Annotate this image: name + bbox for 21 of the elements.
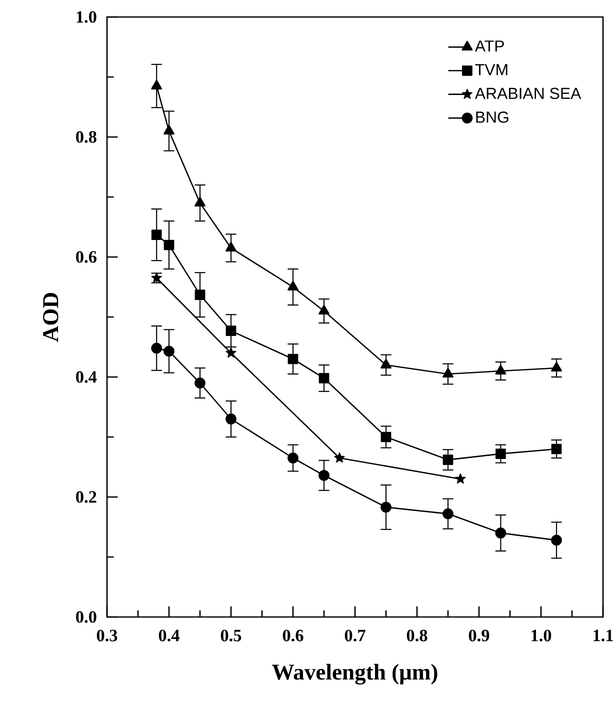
y-tick-label: 0.8	[76, 131, 96, 143]
y-tick-label: 0.2	[76, 491, 96, 503]
x-tick-label: 0.4	[158, 630, 180, 642]
x-tick-label: 0.7	[344, 630, 366, 642]
x-tick-label: 0.5	[220, 630, 242, 642]
x-tick-label: 0.3	[96, 630, 118, 642]
legend-label: ARABIAN SEA	[474, 88, 582, 100]
x-tick-label: 1.0	[532, 630, 552, 642]
y-tick-label: 0.6	[76, 251, 96, 263]
x-tick-label: 1.1	[594, 630, 613, 642]
y-tick-label: 0.4	[76, 371, 97, 383]
y-tick-label: 1.0	[76, 11, 96, 23]
x-tick-label: 0.9	[468, 630, 490, 642]
legend-label: BNG	[476, 112, 508, 123]
legend-label: TVM	[475, 64, 508, 76]
y-tick-label: 0.0	[76, 611, 96, 623]
x-axis-title: Wavelength (μm)	[272, 664, 438, 685]
legend-label: ATP	[474, 40, 504, 52]
y-axis-title: AOD	[43, 293, 58, 342]
x-tick-label: 0.6	[282, 630, 304, 642]
x-tick-label: 0.8	[406, 630, 428, 642]
